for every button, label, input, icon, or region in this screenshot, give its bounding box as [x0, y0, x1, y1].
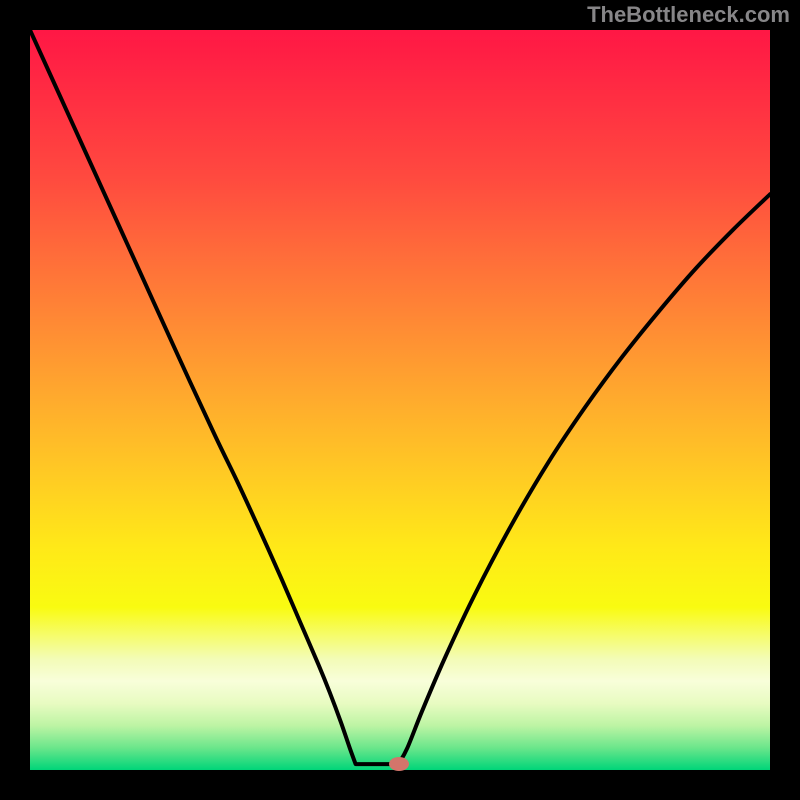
- curve-svg: [30, 30, 770, 770]
- bottleneck-curve: [30, 30, 770, 764]
- bottleneck-marker: [389, 757, 409, 771]
- watermark-text: TheBottleneck.com: [587, 2, 790, 28]
- chart-container: { "watermark": { "text": "TheBottleneck.…: [0, 0, 800, 800]
- plot-area: [30, 30, 770, 770]
